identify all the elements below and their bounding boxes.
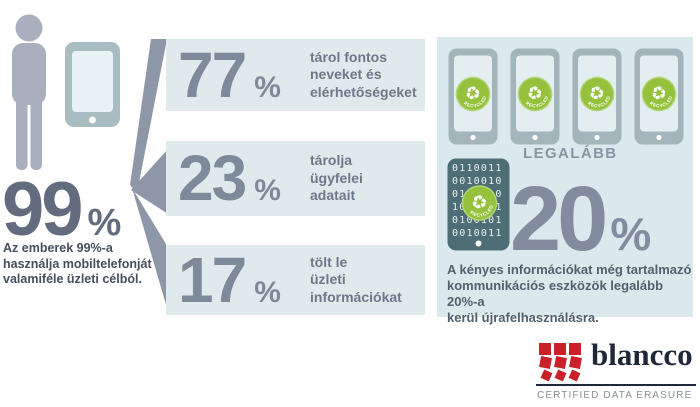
- home-button: [594, 134, 600, 141]
- recycled-phone-icon: [634, 48, 684, 145]
- person-icon: [12, 14, 46, 170]
- blancco-logo: blancco CERTIFIED DATA ERASURE: [536, 337, 698, 403]
- stat-label: tárol fontos neveket és elérhetőségeket: [310, 48, 417, 100]
- stat-number: 17: [178, 243, 247, 316]
- logo-tagline: CERTIFIED DATA ERASURE: [537, 390, 693, 401]
- home-button: [470, 134, 476, 141]
- stat-label: tárolja ügyfelei adatait: [310, 152, 363, 204]
- stat-value: 23 %: [166, 142, 310, 214]
- binary-row: 0010011: [452, 228, 503, 239]
- big-stat-99: 99 %: [2, 167, 122, 252]
- big-stat-20: 20 %: [510, 168, 652, 270]
- binary-row: 0010010: [452, 176, 503, 187]
- recycle-panel: 0110011 0010010 0110110 1010101 0100101 …: [437, 37, 693, 325]
- fan-arrow-middle: [131, 149, 168, 214]
- stat-box-23: 23 % tárolja ügyfelei adatait: [166, 141, 425, 216]
- panel-caption: A kényes információkat még tartalmazó ko…: [447, 262, 692, 325]
- home-button: [656, 134, 662, 141]
- big-stat-99-number: 99: [2, 167, 84, 252]
- stat-percent-sign: %: [254, 70, 281, 104]
- fan-arrows: [130, 39, 168, 308]
- stat-number: 77: [178, 38, 247, 111]
- stat-percent-sign: %: [254, 275, 281, 309]
- big-stat-20-number: 20: [510, 168, 608, 270]
- home-button: [89, 116, 96, 124]
- stat-box-77: 77 % tárol fontos neveket és elérhetőség…: [166, 39, 425, 111]
- recycled-phone-icon: [448, 48, 498, 145]
- phone-screen: [72, 51, 113, 112]
- blancco-logo-mark-icon: [538, 343, 584, 383]
- phone-icon: [65, 42, 120, 127]
- stat-value: 77 %: [166, 38, 310, 111]
- stat-percent-sign: %: [254, 174, 281, 207]
- home-button: [475, 240, 482, 247]
- big-stat-99-percent: %: [87, 202, 122, 244]
- binary-row: 0110011: [452, 163, 503, 174]
- recycled-phone-icon: [572, 48, 622, 145]
- fan-arrow-top: [130, 39, 167, 193]
- left-caption: Az emberek 99%-a használja mobiltelefonj…: [3, 241, 152, 286]
- stat-number: 23: [178, 142, 247, 214]
- big-stat-20-percent: %: [610, 208, 652, 260]
- recycled-phones-row: [448, 48, 684, 145]
- stat-box-17: 17 % tölt le üzleti információkat: [166, 245, 425, 315]
- fan-arrow-bottom: [132, 188, 167, 308]
- stat-label: tölt le üzleti információkat: [310, 253, 402, 305]
- stat-value: 17 %: [166, 243, 310, 316]
- panel-headline: LEGALÁBB: [523, 145, 618, 162]
- home-button: [532, 134, 538, 141]
- blancco-wordmark: blancco: [591, 337, 693, 372]
- logo-divider: [536, 384, 696, 386]
- recycled-phone-icon: [510, 48, 560, 145]
- binary-phone-icon: 0110011 0010010 0110110 1010101 0100101 …: [447, 158, 510, 251]
